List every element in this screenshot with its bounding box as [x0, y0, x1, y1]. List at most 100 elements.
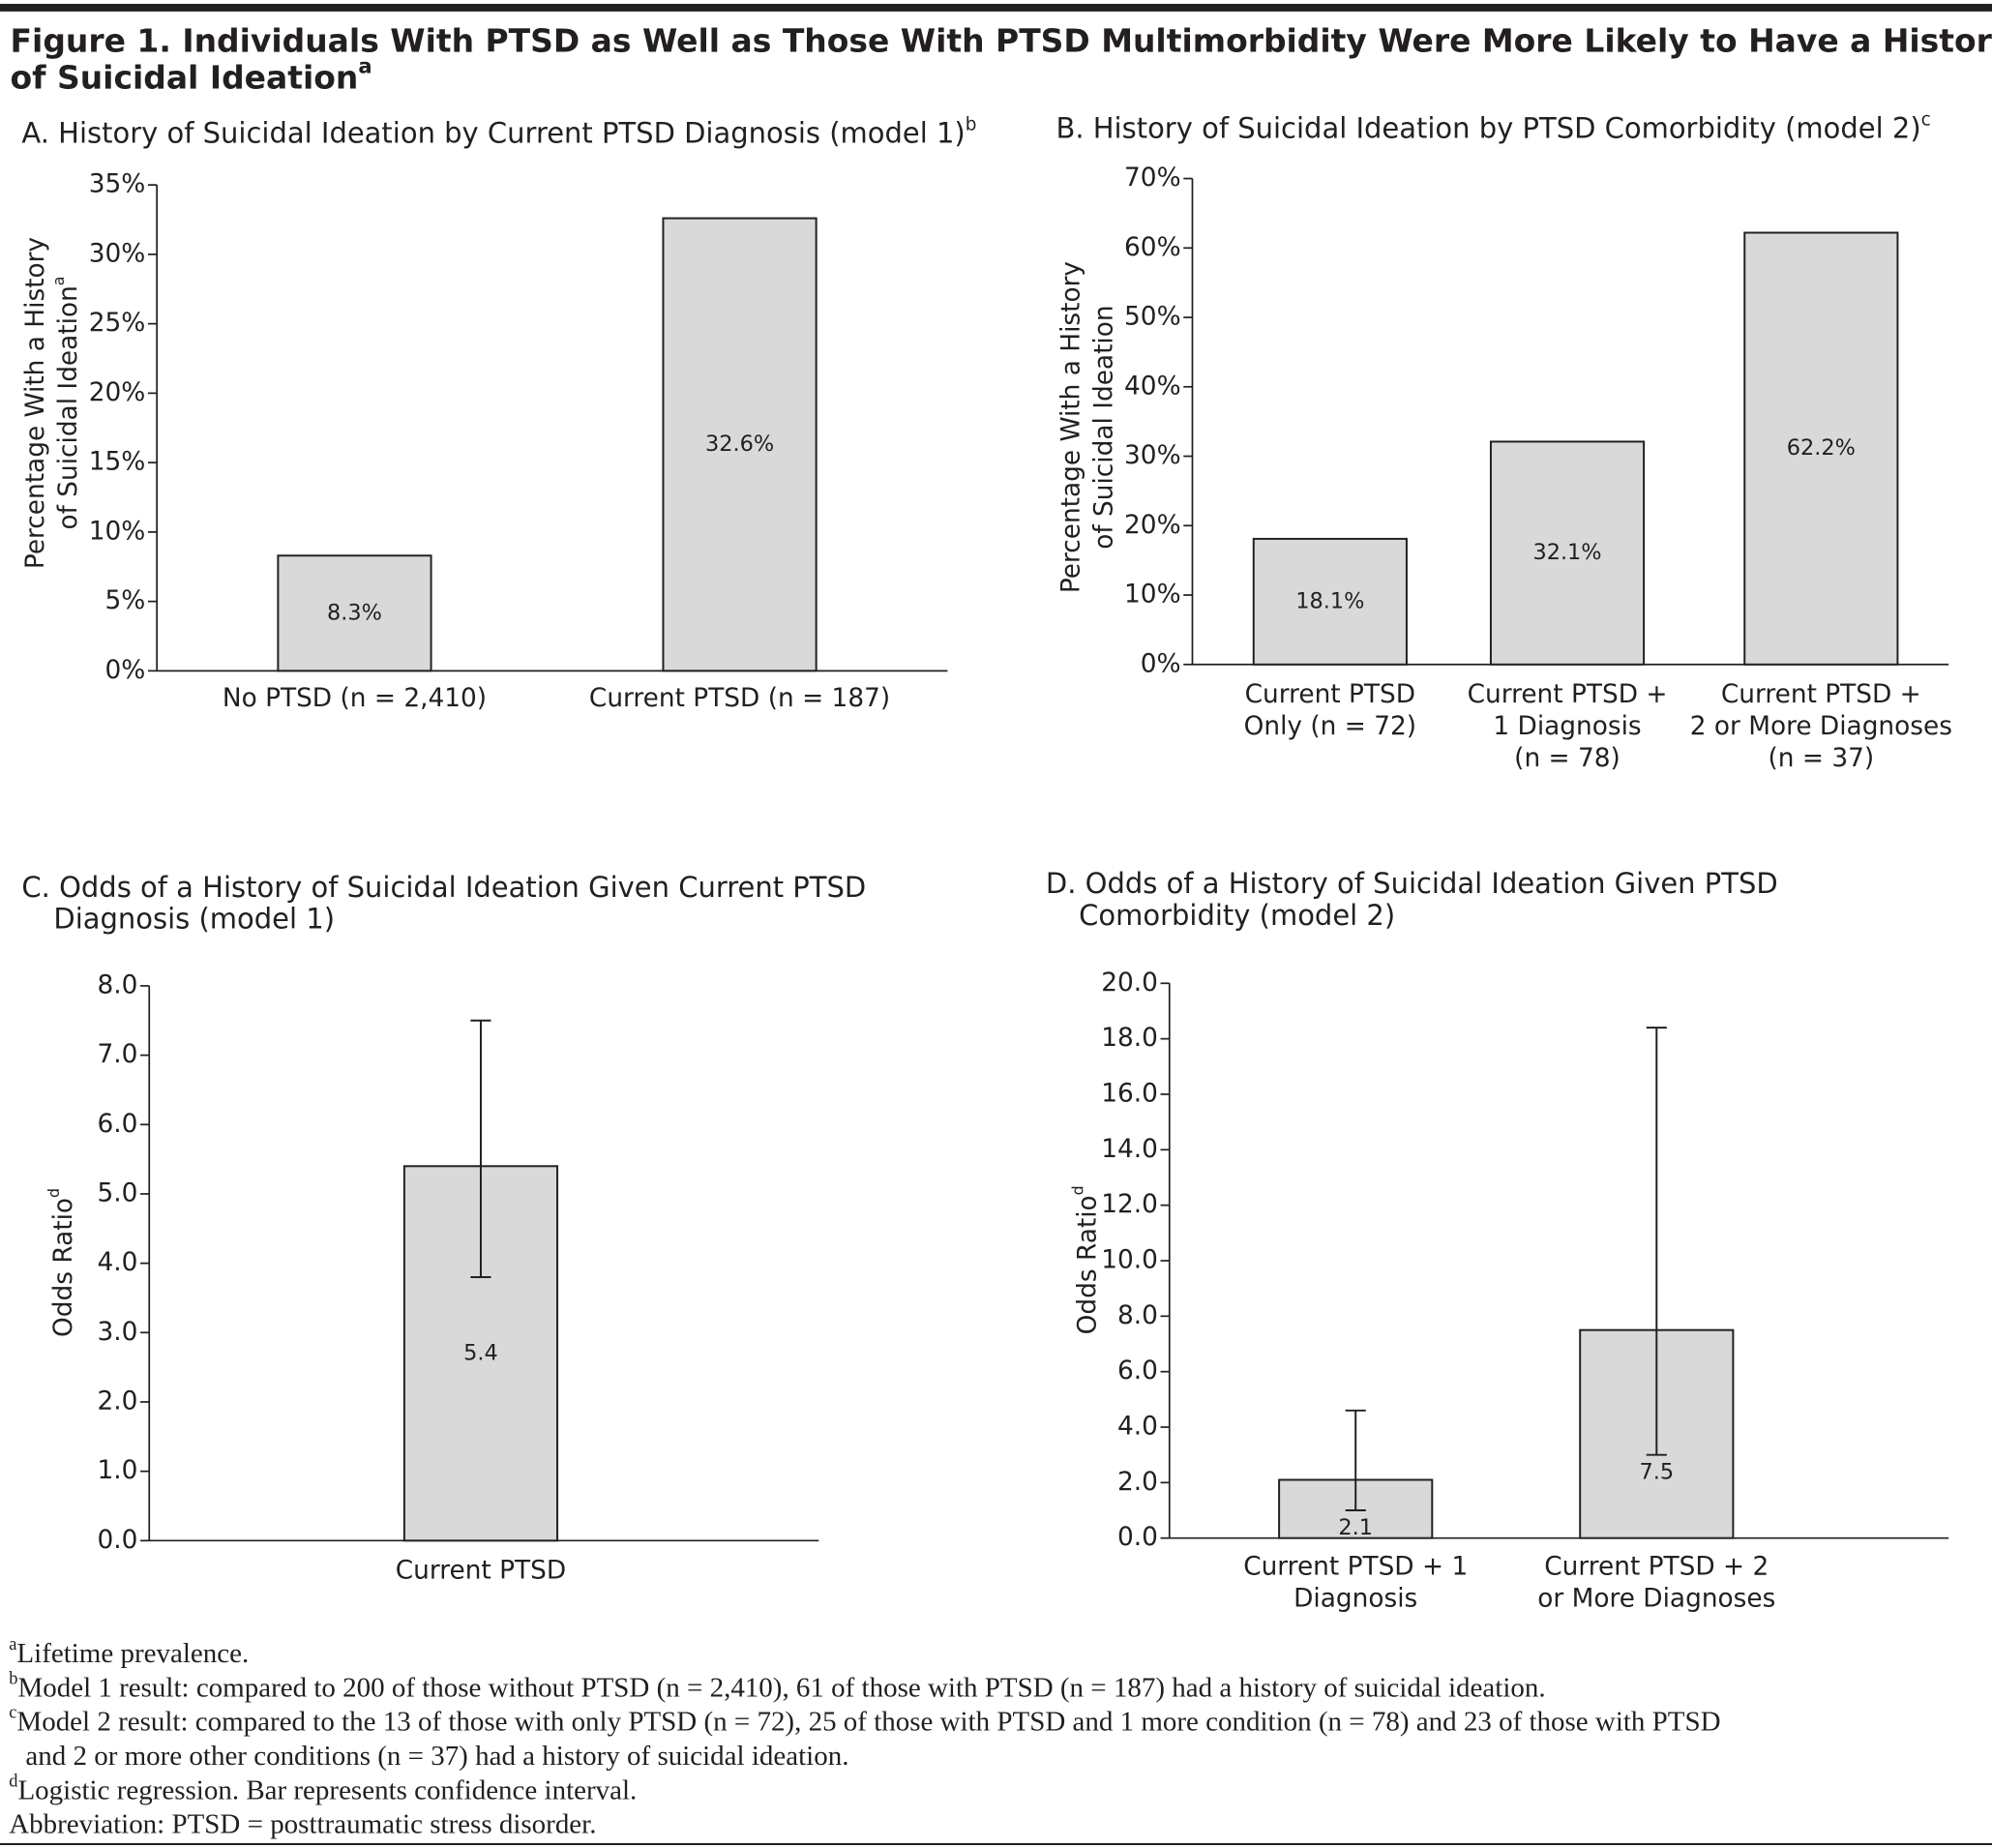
y-tick-label: 8.0: [1117, 1301, 1158, 1330]
bar: [1252, 537, 1408, 666]
y-tick-label: 6.0: [1117, 1356, 1158, 1386]
y-axis-label-text: Odds Ratio: [48, 1198, 77, 1337]
x-tick-label: Current PTSD: [1245, 680, 1415, 709]
y-axis-label-text: Percentage With a History: [20, 237, 49, 569]
y-tick-label: 35%: [89, 170, 146, 199]
y-axis-label: Percentage With a History: [1056, 261, 1085, 593]
chart-title-text: C. Odds of a History of Suicidal Ideatio…: [21, 871, 866, 904]
value-label: 5.4: [463, 1340, 498, 1365]
y-tick-label: 3.0: [97, 1318, 137, 1347]
y-tick-label: 8.0: [97, 970, 137, 999]
error-bar: [1345, 1409, 1366, 1512]
chart-title: B. History of Suicidal Ideation by PTSD …: [1055, 109, 1930, 145]
bar: [1489, 440, 1646, 666]
y-axis-label-text: Percentage With a History: [1056, 261, 1085, 593]
y-tick-label: 7.0: [97, 1040, 137, 1069]
value-label: 32.1%: [1532, 540, 1601, 565]
footnote: Abbreviation: PTSD = posttraumatic stres…: [9, 1808, 596, 1839]
footnote-text: Logistic regression. Bar represents conf…: [17, 1774, 637, 1805]
footnote-text: Model 1 result: compared to 200 of those…: [17, 1672, 1545, 1703]
y-axis-label-text: of Suicidal Ideation: [1089, 305, 1118, 549]
y-tick-label: 5.0: [97, 1178, 137, 1207]
chart-title-text: Comorbidity (model 2): [1079, 899, 1395, 932]
x-tick-label: or More Diagnoses: [1537, 1584, 1775, 1613]
y-tick-label: 0%: [104, 656, 145, 685]
y-tick-label: 0.0: [1117, 1523, 1158, 1552]
y-tick-label: 12.0: [1101, 1190, 1158, 1219]
footnote: bModel 1 result: compared to 200 of thos…: [9, 1669, 1545, 1703]
footnote-mark: a: [9, 1634, 16, 1654]
x-tick-label: (n = 78): [1514, 744, 1620, 773]
value-label: 18.1%: [1295, 588, 1364, 613]
figure-title: Figure 1. Individuals With PTSD as Well …: [11, 21, 1992, 59]
y-axis-label: Odds Ratiod: [1068, 1185, 1102, 1334]
footnote-mark: c: [9, 1703, 16, 1722]
footnote-text: Abbreviation: PTSD = posttraumatic stres…: [9, 1808, 596, 1839]
y-tick-label: 50%: [1124, 303, 1181, 332]
y-tick-label: 6.0: [97, 1110, 137, 1139]
chart-title: A. History of Suicidal Ideation by Curre…: [21, 114, 976, 149]
y-tick-label: 10%: [89, 517, 146, 546]
y-axis-label: of Suicidal Ideationa: [49, 277, 83, 530]
y-tick-label: 5%: [104, 586, 145, 615]
y-tick-label: 14.0: [1101, 1135, 1158, 1164]
x-tick-label: Current PTSD +: [1468, 680, 1668, 709]
y-axis-label: Odds Ratiod: [45, 1188, 78, 1337]
y-tick-label: 60%: [1124, 233, 1181, 262]
footnote-text: Model 2 result: compared to the 13 of th…: [16, 1706, 1720, 1737]
x-tick-label: (n = 37): [1769, 744, 1875, 773]
y-tick-label: 70%: [1124, 164, 1181, 193]
figure-title-text: of Suicidal Ideation: [11, 58, 359, 96]
chart-title: D. Odds of a History of Suicidal Ideatio…: [1046, 867, 1778, 900]
x-tick-label: Current PTSD: [396, 1556, 566, 1585]
superscript: a: [358, 53, 372, 77]
value-label: 8.3%: [327, 600, 382, 625]
chart-title-text: D. Odds of a History of Suicidal Ideatio…: [1046, 867, 1778, 900]
y-tick-label: 10.0: [1101, 1245, 1158, 1274]
footnote: cModel 2 result: compared to the 13 of t…: [9, 1703, 1720, 1737]
value-label: 62.2%: [1787, 435, 1856, 461]
y-tick-label: 4.0: [97, 1248, 137, 1277]
y-tick-label: 0%: [1141, 649, 1181, 678]
y-tick-label: 2.0: [1117, 1468, 1158, 1497]
superscript: b: [966, 114, 977, 134]
footnote: aLifetime prevalence.: [9, 1634, 249, 1668]
chart-title-text: Diagnosis (model 1): [53, 903, 335, 936]
x-tick-label: Only (n = 72): [1244, 712, 1416, 741]
footnote-mark: d: [9, 1771, 17, 1790]
x-tick-label: Current PTSD +: [1721, 680, 1921, 709]
y-tick-label: 2.0: [97, 1386, 137, 1416]
x-tick-label: 1 Diagnosis: [1493, 712, 1641, 741]
footnote-mark: b: [9, 1669, 17, 1688]
top-rule: [0, 3, 1992, 12]
superscript: a: [49, 277, 68, 286]
footnote: dLogistic regression. Bar represents con…: [9, 1771, 637, 1804]
bar: [662, 217, 818, 672]
error-bar: [470, 1019, 491, 1278]
y-axis-label: of Suicidal Ideation: [1089, 305, 1118, 549]
y-tick-label: 40%: [1124, 372, 1181, 401]
bar: [1743, 231, 1899, 666]
footnote: and 2 or more other conditions (n = 37) …: [25, 1741, 848, 1772]
x-tick-label: Diagnosis: [1293, 1584, 1417, 1613]
chart-title: C. Odds of a History of Suicidal Ideatio…: [21, 871, 866, 904]
y-tick-label: 20.0: [1101, 969, 1158, 998]
y-tick-label: 30%: [89, 239, 146, 268]
y-tick-label: 0.0: [97, 1526, 137, 1555]
error-bar: [1646, 1027, 1667, 1456]
footnote-text: Lifetime prevalence.: [16, 1638, 249, 1669]
y-tick-label: 20%: [89, 378, 146, 407]
chart-title-text: A. History of Suicidal Ideation by Curre…: [21, 117, 965, 150]
x-tick-label: No PTSD (n = 2,410): [223, 684, 487, 713]
bar: [277, 554, 432, 672]
superscript: d: [45, 1188, 63, 1198]
y-tick-label: 30%: [1124, 441, 1181, 470]
x-tick-label: Current PTSD + 1: [1243, 1553, 1468, 1582]
y-tick-label: 1.0: [97, 1456, 137, 1485]
y-tick-label: 25%: [89, 309, 146, 338]
figure-title: of Suicidal Ideationa: [11, 53, 372, 96]
y-axis-label-text: Odds Ratio: [1073, 1195, 1102, 1334]
x-tick-label: Current PTSD + 2: [1544, 1553, 1769, 1582]
y-tick-label: 4.0: [1117, 1413, 1158, 1442]
